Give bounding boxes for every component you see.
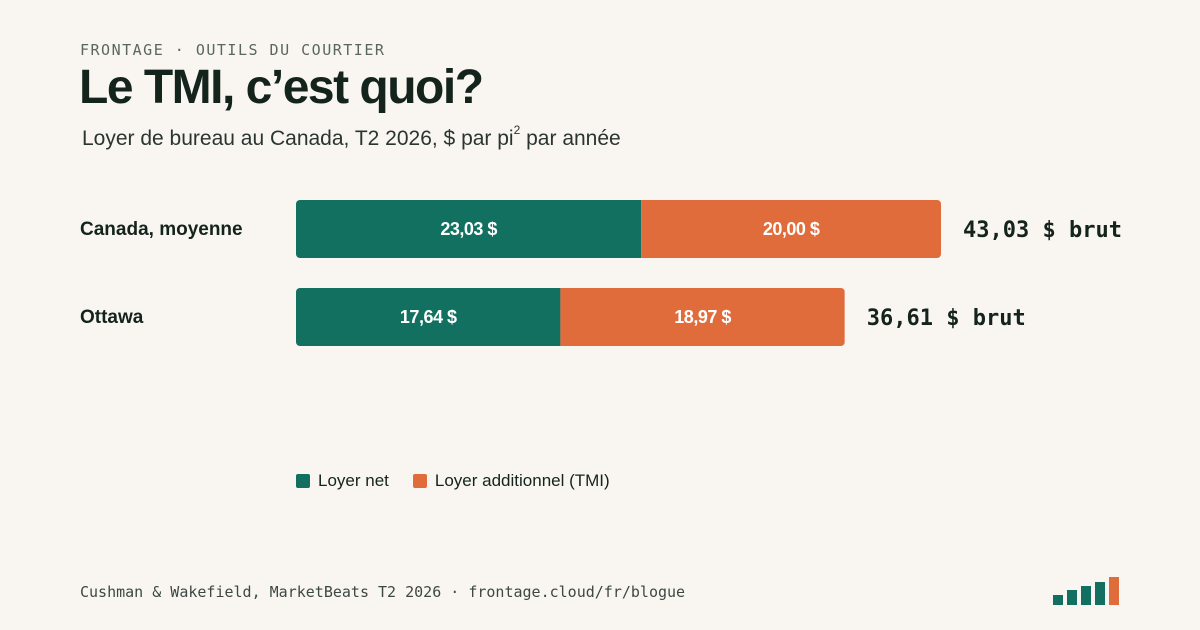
source-footer: Cushman & Wakefield, MarketBeats T2 2026… bbox=[80, 583, 686, 601]
bar-label-net-canada-moyenne: 23,03 $ bbox=[440, 219, 497, 239]
total-label-canada-moyenne: 43,03 $ brut bbox=[963, 218, 1122, 243]
bar-label-net-ottawa: 17,64 $ bbox=[400, 307, 457, 327]
eyebrow: FRONTAGE · OUTILS DU COURTIER bbox=[80, 41, 386, 59]
logo-bar-5 bbox=[1109, 577, 1119, 605]
chart-legend: Loyer net Loyer additionnel (TMI) bbox=[296, 471, 634, 491]
subtitle-text-end: par année bbox=[520, 127, 621, 150]
legend-label-net: Loyer net bbox=[318, 471, 389, 490]
logo-bar-4 bbox=[1095, 582, 1105, 605]
legend-item-net: Loyer net bbox=[296, 471, 389, 491]
logo-bar-2 bbox=[1067, 590, 1077, 605]
bar-net-canada-moyenne bbox=[296, 200, 642, 258]
bar-tmi-ottawa bbox=[560, 288, 845, 346]
chart-subtitle: Loyer de bureau au Canada, T2 2026, $ pa… bbox=[82, 123, 621, 151]
subtitle-text: Loyer de bureau au Canada, T2 2026, $ pa… bbox=[82, 127, 514, 150]
legend-swatch-net bbox=[296, 474, 310, 488]
legend-label-tmi: Loyer additionnel (TMI) bbox=[434, 471, 610, 490]
legend-swatch-tmi bbox=[412, 474, 427, 488]
category-label-canada-moyenne: Canada, moyenne bbox=[80, 219, 243, 240]
bar-net-ottawa bbox=[296, 288, 561, 346]
category-label-ottawa: Ottawa bbox=[80, 307, 144, 328]
logo-bar-3 bbox=[1081, 586, 1091, 605]
subtitle-superscript: 2 bbox=[513, 123, 521, 137]
bar-chart-logo-icon bbox=[1053, 577, 1119, 605]
legend-item-tmi: Loyer additionnel (TMI) bbox=[412, 471, 610, 491]
stacked-bar-chart: Canada, moyenne 23,03 $ 20,00 $ 43,03 $ bru… bbox=[80, 200, 1122, 346]
bar-label-tmi-ottawa: 18,97 $ bbox=[674, 307, 731, 327]
page-title: Le TMI, c’est quoi? bbox=[79, 61, 484, 114]
bar-tmi-canada-moyenne bbox=[641, 200, 941, 258]
total-label-ottawa: 36,61 $ brut bbox=[867, 306, 1026, 331]
logo-bar-1 bbox=[1053, 595, 1063, 605]
bar-label-tmi-canada-moyenne: 20,00 $ bbox=[763, 219, 820, 239]
